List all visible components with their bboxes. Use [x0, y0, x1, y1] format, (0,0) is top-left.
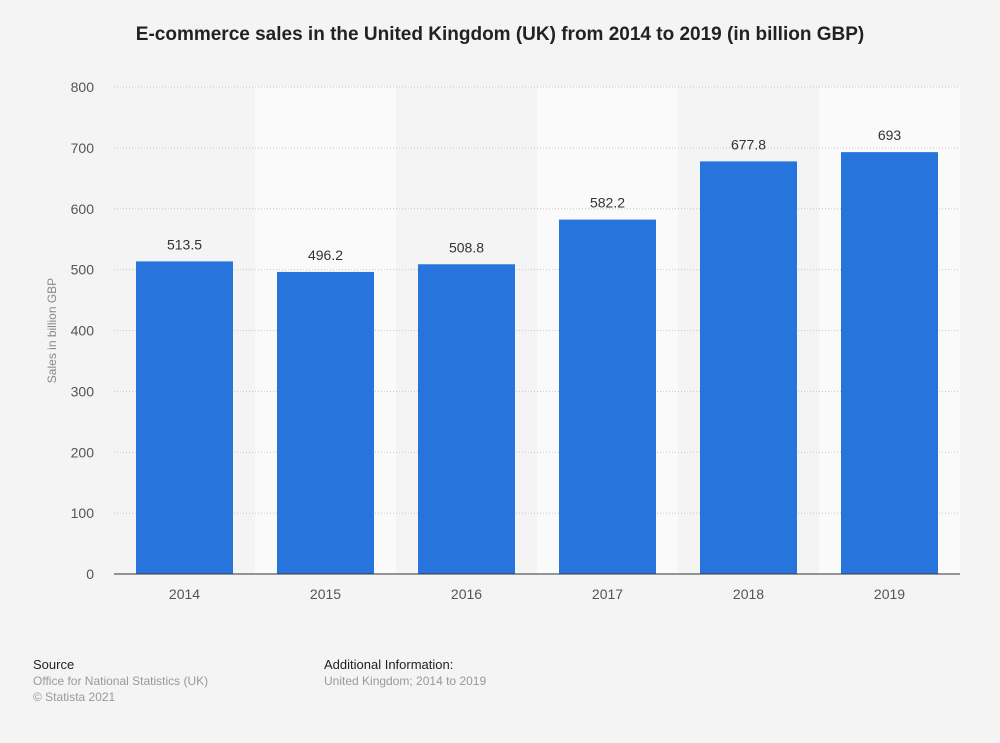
source-line: Office for National Statistics (UK): [33, 674, 209, 688]
source-block: Source Office for National Statistics (U…: [33, 657, 208, 705]
y-tick-label: 0: [86, 566, 94, 582]
y-tick-label: 700: [71, 140, 95, 156]
info-heading: Additional Information:: [324, 657, 454, 672]
bar: [700, 161, 797, 574]
bar: [559, 219, 656, 574]
data-label: 513.5: [167, 236, 202, 252]
x-tick-label: 2016: [451, 586, 482, 602]
y-tick-label: 400: [71, 323, 95, 339]
y-tick-label: 800: [71, 79, 95, 95]
bar: [277, 271, 374, 574]
data-label: 693: [878, 127, 902, 143]
x-tick-label: 2018: [733, 586, 764, 602]
bar-chart: 0 100 200 300 400 500 600 700 800 513.5 2014 496.2 2…: [45, 79, 960, 602]
chart-title: E-commerce sales in the United Kingdom (…: [135, 24, 865, 45]
source-heading: Source: [33, 657, 75, 672]
x-tick-label: 2014: [169, 586, 200, 602]
y-tick-label: 600: [71, 201, 95, 217]
data-label: 677.8: [731, 136, 766, 152]
y-tick-label: 100: [71, 505, 95, 521]
copyright-line: © Statista 2021: [33, 690, 116, 704]
y-axis-label: Sales in billion GBP: [45, 278, 59, 383]
data-label: 496.2: [308, 247, 343, 263]
x-tick-label: 2019: [874, 586, 905, 602]
x-tick-label: 2015: [310, 586, 341, 602]
y-tick-label: 200: [71, 444, 95, 460]
y-tick-label: 500: [71, 262, 95, 278]
data-label: 508.8: [449, 239, 484, 255]
bar: [136, 261, 233, 574]
y-tick-label: 300: [71, 383, 95, 399]
data-label: 582.2: [590, 195, 625, 211]
additional-info-block: Additional Information: United Kingdom; …: [324, 657, 486, 689]
info-text: United Kingdom; 2014 to 2019: [324, 674, 487, 688]
x-tick-label: 2017: [592, 586, 623, 602]
bar: [841, 152, 938, 575]
bar: [418, 264, 515, 574]
